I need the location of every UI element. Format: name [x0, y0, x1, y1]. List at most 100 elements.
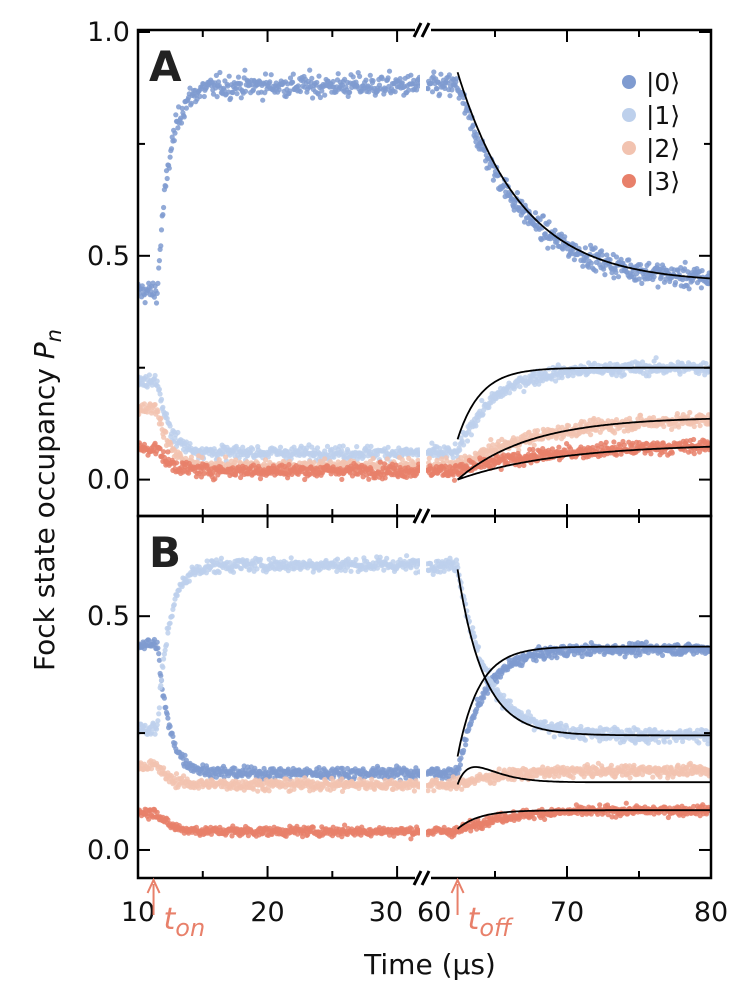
data-point [160, 212, 166, 218]
data-point [154, 290, 160, 296]
data-point [167, 423, 173, 429]
data-point [573, 422, 579, 428]
data-point [521, 388, 527, 395]
data-point [554, 239, 560, 245]
data-point [154, 722, 160, 728]
panel-label-A: A [149, 42, 182, 91]
series-A-1 [138, 355, 711, 467]
data-point [238, 474, 244, 481]
data-point [155, 718, 161, 724]
data-point [385, 75, 391, 81]
data-point [173, 112, 179, 118]
data-point [392, 89, 398, 95]
data-point [582, 245, 589, 251]
data-point [579, 653, 585, 660]
data-point [650, 414, 657, 421]
data-point [175, 125, 181, 131]
data-point [160, 404, 166, 410]
data-point [414, 87, 420, 93]
fit-curve-A-1 [456, 366, 711, 440]
data-point [438, 71, 444, 77]
data-point [626, 257, 632, 263]
data-point [218, 555, 224, 561]
data-point [309, 75, 315, 81]
data-point [152, 731, 158, 737]
data-point [546, 219, 552, 225]
data-point [490, 442, 496, 448]
data-point [188, 100, 194, 106]
series-B-1 [138, 553, 711, 747]
data-point [521, 219, 528, 225]
data-point [450, 560, 456, 566]
data-point [182, 752, 188, 758]
data-point [266, 556, 272, 562]
data-point [286, 462, 292, 468]
data-point [630, 440, 636, 446]
data-point [603, 439, 609, 445]
data-point [287, 88, 293, 94]
data-point [302, 476, 308, 483]
data-point [243, 88, 249, 94]
data-point [452, 441, 458, 447]
data-point [542, 719, 548, 725]
data-point [588, 260, 594, 266]
data-point [156, 705, 162, 711]
data-point [613, 452, 620, 458]
data-point [158, 673, 164, 679]
data-point [554, 655, 560, 661]
data-point [630, 730, 636, 736]
data-point [682, 447, 688, 453]
data-point [674, 411, 681, 417]
data-point [479, 397, 485, 404]
data-point [651, 274, 657, 280]
data-point [307, 67, 313, 73]
data-point [163, 429, 169, 435]
data-point [183, 757, 189, 763]
data-point [591, 360, 598, 366]
data-point [491, 682, 497, 688]
data-point [686, 286, 692, 292]
data-point [155, 645, 161, 651]
data-point [146, 372, 152, 378]
data-point [669, 450, 675, 456]
legend-label: |1⟩ [646, 101, 680, 130]
data-point [473, 423, 479, 429]
data-point [437, 569, 443, 575]
data-point [168, 441, 174, 448]
data-point [646, 373, 652, 379]
data-point [485, 690, 491, 696]
data-point [164, 711, 170, 717]
y-tick-label: 1.0 [87, 17, 130, 48]
data-point [537, 217, 543, 223]
data-point [648, 451, 654, 457]
data-point [142, 722, 148, 729]
data-point [169, 613, 175, 619]
data-point [221, 87, 227, 93]
data-point [357, 73, 363, 79]
data-point [534, 428, 541, 434]
data-point [158, 682, 164, 689]
y-tick-label: 0.5 [87, 241, 130, 272]
data-point [434, 457, 440, 463]
data-point [521, 462, 527, 468]
data-point [352, 774, 358, 780]
data-point [697, 423, 703, 429]
data-point [173, 460, 180, 466]
data-point [212, 476, 218, 482]
data-point [338, 567, 344, 573]
data-point [372, 475, 378, 481]
data-point [178, 120, 185, 126]
data-point [232, 765, 238, 772]
data-point [230, 569, 237, 575]
data-point [158, 421, 165, 427]
data-point [637, 652, 643, 658]
data-point [464, 438, 471, 444]
data-point [156, 657, 162, 663]
data-point [447, 93, 453, 99]
data-point [240, 444, 246, 450]
data-point [172, 130, 178, 136]
data-point [350, 74, 356, 80]
data-point [175, 429, 181, 436]
data-point [644, 369, 650, 375]
data-point [669, 426, 675, 432]
